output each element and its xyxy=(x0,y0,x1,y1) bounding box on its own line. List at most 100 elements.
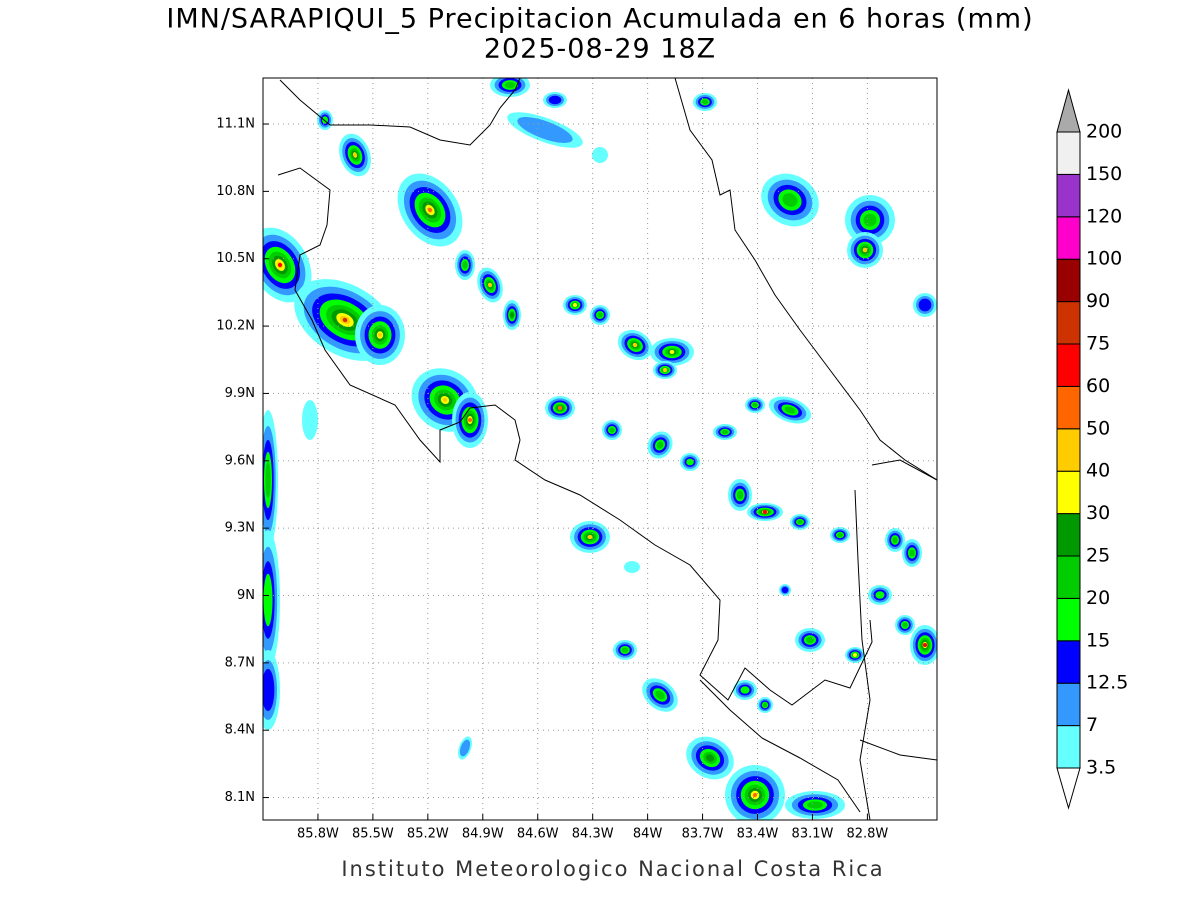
x-tick-label: 84.6W xyxy=(517,827,559,842)
y-tick-label: 8.1N xyxy=(225,790,255,805)
colorbar-box xyxy=(1056,385,1081,430)
colorbar-label: 30 xyxy=(1086,502,1110,524)
colorbar-below-arrow xyxy=(1056,767,1081,810)
x-tick-label: 85.8W xyxy=(297,827,339,842)
precip-blob xyxy=(807,801,823,809)
precip-blob xyxy=(863,213,877,227)
precip-blob xyxy=(633,343,637,347)
precip-blob xyxy=(343,318,347,322)
precip-blob xyxy=(517,117,573,143)
precip-blob xyxy=(909,549,915,557)
precip-blob xyxy=(378,333,382,337)
precip-blob xyxy=(923,643,927,647)
precip-blob xyxy=(263,668,275,712)
coastline xyxy=(699,679,861,813)
coastline xyxy=(674,78,937,481)
colorbar-label: 60 xyxy=(1086,375,1110,397)
precip-blob xyxy=(669,350,675,354)
coastline xyxy=(277,167,873,706)
colorbar-box xyxy=(1056,258,1081,303)
precip-blob xyxy=(510,312,514,318)
colorbar-label: 7 xyxy=(1086,714,1098,736)
precip-blob xyxy=(875,591,885,599)
x-tick-label: 84.3W xyxy=(572,827,614,842)
precip-blob xyxy=(265,461,271,499)
plot-frame xyxy=(262,77,938,821)
y-tick-label: 9.6N xyxy=(225,453,255,468)
precip-blob xyxy=(548,95,562,105)
precip-blob xyxy=(736,490,744,500)
precip-blob xyxy=(263,573,273,627)
precip-blob xyxy=(353,153,357,157)
colorbar-label: 50 xyxy=(1086,417,1110,439)
colorbar-label: 100 xyxy=(1086,248,1122,270)
precip-blob xyxy=(459,739,471,757)
precip-blob xyxy=(573,303,577,307)
precip-blob xyxy=(782,193,798,207)
precip-blob xyxy=(740,686,750,694)
precip-blob xyxy=(686,458,694,466)
precip-blob xyxy=(863,248,867,252)
colorbar-box xyxy=(1056,555,1081,599)
coastline xyxy=(279,78,521,146)
precip-blob xyxy=(592,147,608,163)
precip-blob xyxy=(753,793,757,797)
colorbar-box xyxy=(1056,216,1081,260)
colorbar-box xyxy=(1056,597,1081,642)
precip-blob xyxy=(624,561,640,573)
x-tick-label: 83.7W xyxy=(682,827,724,842)
x-tick-label: 83.4W xyxy=(737,827,779,842)
colorbar-box xyxy=(1056,173,1081,218)
x-tick-label: 84.9W xyxy=(462,827,504,842)
precip-blob xyxy=(853,653,857,657)
precip-blob xyxy=(278,263,282,267)
colorbar-box xyxy=(1056,343,1081,387)
colorbar: 3.5 7 12.5 15 20 25 30 40 50 60 75 90 100 120 150 200 xyxy=(1056,88,1128,810)
precip-blob xyxy=(837,532,843,538)
precip-blob xyxy=(621,647,629,653)
colorbar-label: 3.5 xyxy=(1086,757,1116,779)
colorbar-label: 200 xyxy=(1086,121,1122,143)
x-tick-label: 84W xyxy=(633,827,663,842)
colorbar-box xyxy=(1056,640,1081,684)
precip-blob xyxy=(701,99,709,105)
colorbar-label: 12.5 xyxy=(1086,672,1128,694)
grid: 85.8W 85.5W 85.2W 84.9W 84.6W 84.3W 84W 83.7W 83… xyxy=(216,78,937,842)
precip-blob xyxy=(806,636,814,644)
colorbar-box xyxy=(1056,470,1081,515)
y-tick-label: 11.1N xyxy=(216,117,255,132)
colorbar-box xyxy=(1056,682,1081,727)
precip-blob xyxy=(442,397,448,403)
colorbar-label: 40 xyxy=(1086,460,1110,482)
precip-blob xyxy=(468,418,472,422)
y-tick-label: 10.2N xyxy=(216,319,255,334)
y-tick-label: 10.8N xyxy=(216,184,255,199)
precip-blob xyxy=(428,208,432,212)
precip-blob xyxy=(462,261,468,269)
colorbar-box xyxy=(1056,131,1081,175)
y-tick-label: 8.4N xyxy=(225,723,255,738)
precip-field xyxy=(263,78,937,820)
colorbar-label: 90 xyxy=(1086,290,1110,312)
x-tick-label: 83.1W xyxy=(792,827,834,842)
y-tick-label: 9.9N xyxy=(225,386,255,401)
precip-blob xyxy=(902,622,908,628)
subtitle: 2025-08-29 18Z xyxy=(484,34,716,65)
precip-blob xyxy=(656,441,664,449)
precip-blob xyxy=(752,402,758,408)
colorbar-label: 20 xyxy=(1086,587,1110,609)
precip-blob xyxy=(797,519,803,525)
y-tick-label: 9N xyxy=(237,588,255,603)
precip-blob xyxy=(892,536,898,544)
precip-blob xyxy=(763,510,767,514)
colorbar-label: 120 xyxy=(1086,205,1122,227)
x-tick-label: 82.8W xyxy=(846,827,888,842)
precip-blob xyxy=(655,690,665,700)
precip-blob xyxy=(597,312,603,318)
x-tick-label: 85.5W xyxy=(352,827,394,842)
y-tick-label: 9.3N xyxy=(225,521,255,536)
precip-blob xyxy=(918,298,932,312)
colorbar-label: 75 xyxy=(1086,333,1110,355)
colorbar-above-arrow xyxy=(1056,88,1081,133)
